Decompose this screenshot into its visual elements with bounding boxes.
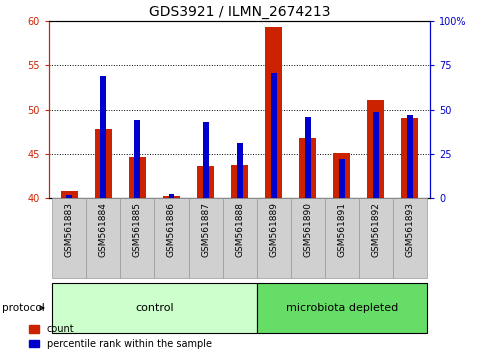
Text: GSM561891: GSM561891 [337,202,346,257]
Bar [236,143,242,198]
Bar [222,198,256,278]
Bar [66,195,72,198]
Bar [372,112,378,198]
Bar [188,198,222,278]
Bar [197,166,214,198]
Bar [256,283,426,333]
Text: microbiota depleted: microbiota depleted [285,303,397,313]
Bar [338,159,344,198]
Bar [163,196,180,198]
Text: GSM561886: GSM561886 [167,202,176,257]
Text: GSM561885: GSM561885 [133,202,142,257]
Bar [392,198,426,278]
Bar [154,198,188,278]
Text: control: control [135,303,173,313]
Text: GSM561893: GSM561893 [405,202,413,257]
Text: GSM561890: GSM561890 [303,202,311,257]
Bar [290,198,324,278]
Bar [270,73,276,198]
Bar [61,191,78,198]
Bar [299,138,316,198]
Bar [358,198,392,278]
Bar [52,198,86,278]
Legend: count, percentile rank within the sample: count, percentile rank within the sample [29,324,211,349]
Bar [95,129,112,198]
Title: GDS3921 / ILMN_2674213: GDS3921 / ILMN_2674213 [148,5,330,19]
Bar [168,194,174,198]
Text: GSM561889: GSM561889 [268,202,278,257]
Bar [129,156,145,198]
Text: GSM561884: GSM561884 [99,202,108,257]
Text: GSM561883: GSM561883 [65,202,74,257]
Text: protocol: protocol [2,303,45,313]
Bar [120,198,154,278]
Bar [52,283,256,333]
Bar [86,198,120,278]
Bar [264,28,282,198]
Bar [324,198,358,278]
Text: GSM561892: GSM561892 [370,202,380,257]
Bar [202,122,208,198]
Bar [134,120,140,198]
Bar [406,115,412,198]
Bar [100,76,106,198]
Bar [256,198,290,278]
Bar [401,118,418,198]
Bar [231,165,247,198]
Bar [304,117,310,198]
Bar [333,153,349,198]
Text: GSM561887: GSM561887 [201,202,210,257]
Bar [366,100,384,198]
Text: GSM561888: GSM561888 [235,202,244,257]
